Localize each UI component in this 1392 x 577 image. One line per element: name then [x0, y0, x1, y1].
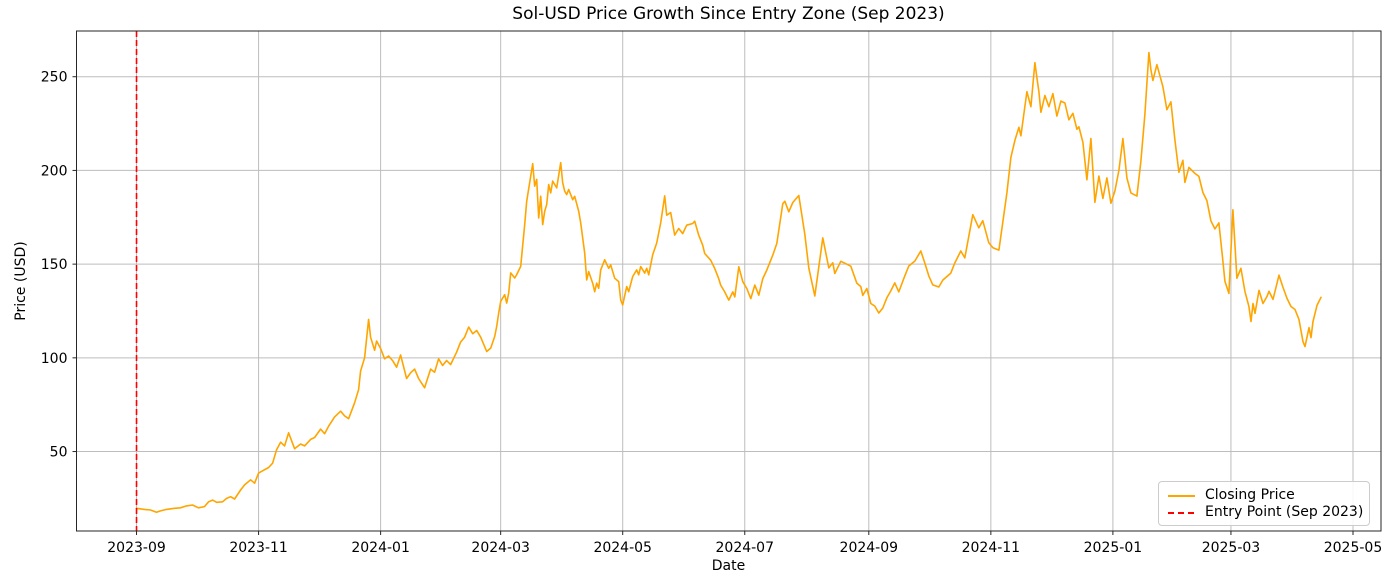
x-tick-label: 2023-11 — [229, 540, 288, 556]
closing-price-line-sample — [1168, 494, 1195, 497]
legend-item-closing-price: Closing Price — [1168, 487, 1360, 504]
x-tick-label: 2024-03 — [471, 540, 530, 556]
x-tick-label: 2025-05 — [1324, 540, 1383, 556]
closing-price-line — [135, 51, 1322, 514]
x-tick-label: 2025-01 — [1084, 540, 1143, 556]
x-tick-label: 2024-11 — [962, 540, 1021, 556]
y-tick-label: 150 — [41, 257, 68, 273]
entry-point-line-sample — [1168, 511, 1195, 514]
legend-label-entry-point: Entry Point (Sep 2023) — [1205, 504, 1364, 520]
chart-title: Sol-USD Price Growth Since Entry Zone (S… — [512, 4, 945, 24]
y-tick-label: 200 — [41, 163, 68, 179]
legend-item-entry-point: Entry Point (Sep 2023) — [1168, 504, 1364, 521]
x-tick-label: 2025-03 — [1202, 540, 1261, 556]
y-axis-label: Price (USD) — [13, 241, 29, 321]
x-tick-label: 2024-05 — [593, 540, 652, 556]
y-tick-label: 50 — [50, 445, 68, 461]
plot-border — [76, 30, 1382, 532]
x-tick-label: 2024-01 — [351, 540, 410, 556]
legend: Closing Price Entry Point (Sep 2023) — [1158, 481, 1370, 526]
x-axis-label: Date — [711, 558, 746, 574]
x-tick-label: 2023-09 — [107, 540, 166, 556]
y-tick-label: 100 — [41, 351, 68, 367]
legend-label-closing-price: Closing Price — [1205, 487, 1295, 503]
x-tick-label: 2024-09 — [840, 540, 899, 556]
y-tick-label: 250 — [41, 70, 68, 86]
x-tick-label: 2024-07 — [716, 540, 775, 556]
